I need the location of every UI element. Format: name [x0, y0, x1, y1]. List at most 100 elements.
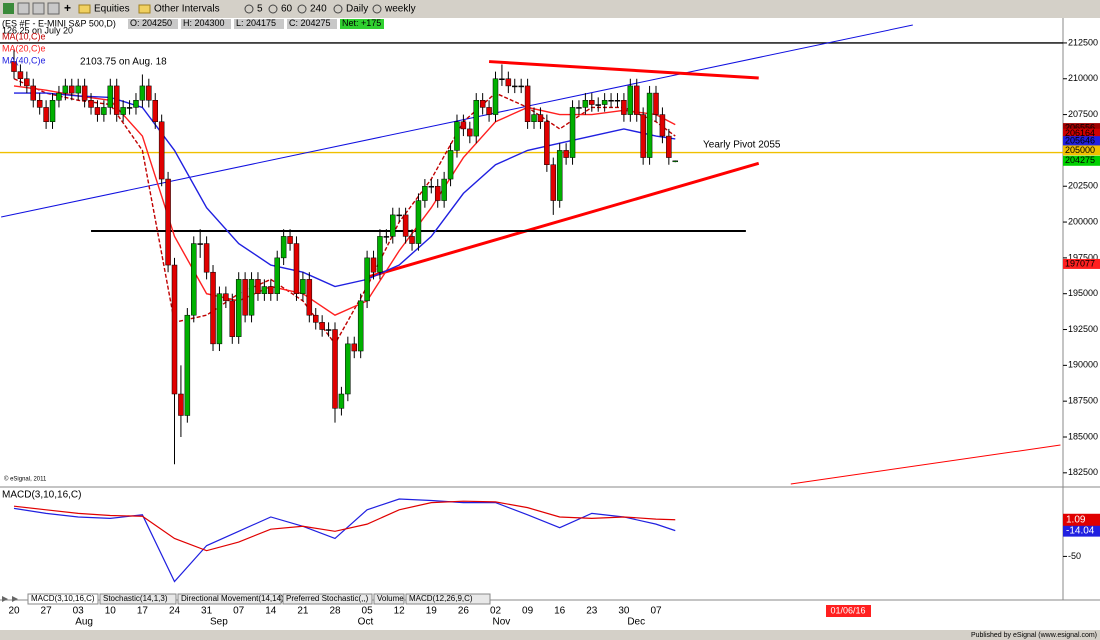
tab-label[interactable]: MACD(3,10,16,C) — [31, 594, 95, 603]
folder-icon — [138, 4, 151, 14]
icon[interactable] — [47, 2, 60, 15]
candle-body — [537, 114, 544, 122]
value-label: -14.04 — [1066, 525, 1095, 536]
candle-body — [633, 85, 640, 115]
copyright: © eSignal, 2011 — [4, 476, 47, 483]
tab[interactable] — [177, 593, 282, 605]
candle-body — [165, 178, 171, 266]
month-label: Sep — [210, 617, 228, 628]
tab[interactable] — [27, 593, 99, 605]
x-tick-label: 23 — [586, 606, 598, 617]
candle-body — [306, 279, 313, 316]
tab[interactable] — [373, 593, 405, 605]
candle-body — [544, 121, 550, 165]
tab-label[interactable]: Directional Movement(14,14) — [181, 594, 284, 603]
candle-body — [659, 114, 666, 137]
toolbar-item[interactable]: 5 — [257, 4, 263, 15]
candle-body — [646, 92, 653, 158]
price-label: 197077 — [1065, 258, 1095, 268]
x-tick-label: 03 — [73, 606, 85, 617]
icon — [372, 4, 382, 14]
candle-body — [255, 279, 261, 294]
x-tick-label: 26 — [458, 606, 470, 617]
y-tick-label: 182500 — [1068, 467, 1098, 477]
icon — [297, 4, 307, 14]
price-label-box — [1063, 145, 1100, 156]
icon[interactable] — [17, 2, 30, 15]
candle-body — [589, 100, 595, 105]
price-label: 205000 — [1065, 145, 1095, 155]
candle-body — [261, 286, 268, 294]
toolbar-item[interactable]: Daily — [346, 4, 368, 15]
candle-body — [69, 85, 75, 94]
x-tick-label: 20 — [8, 606, 20, 617]
icon — [244, 4, 254, 14]
macd-line — [13, 500, 676, 552]
candle-body — [614, 100, 621, 102]
quote-value: 204250 — [142, 18, 172, 28]
price-label-box — [1063, 123, 1100, 134]
toolbar-item[interactable]: Equities — [94, 4, 130, 15]
icon[interactable] — [32, 2, 45, 15]
icon[interactable] — [3, 3, 14, 14]
candle-body — [30, 85, 37, 101]
candle-body — [216, 293, 223, 345]
candle-body — [229, 300, 236, 337]
tab-label[interactable]: Volume — [377, 594, 404, 603]
tab[interactable] — [405, 593, 491, 605]
footer: Published by eSignal (www.esignal.com) — [971, 632, 1097, 639]
candle-body — [158, 121, 165, 180]
annotation: Yearly Pivot 2055 — [703, 140, 781, 151]
toolbar-item[interactable]: 60 — [281, 4, 293, 15]
y-tick-label: 212500 — [1068, 37, 1098, 47]
candle-body — [518, 85, 524, 88]
toolbar-item[interactable]: weekly — [384, 4, 416, 15]
month-label: Dec — [627, 617, 645, 628]
candle-body — [402, 214, 409, 237]
candle-body — [197, 243, 203, 245]
price-label-box — [1063, 128, 1100, 139]
candle-body — [396, 214, 402, 217]
candle-body — [203, 243, 210, 273]
tab-arrows[interactable] — [2, 596, 18, 602]
candle-body — [492, 78, 499, 115]
toolbar-item[interactable]: 240 — [310, 4, 327, 15]
x-tick-label: 02 — [490, 606, 502, 617]
candle-body — [608, 100, 614, 102]
y-tick-label: 185000 — [1068, 431, 1098, 441]
tab-label[interactable]: MACD(12,26,9,C) — [409, 594, 473, 603]
candle-body — [101, 107, 107, 115]
x-tick-label: 19 — [426, 606, 438, 617]
candle-body — [312, 314, 319, 323]
x-tick-label: 07 — [233, 606, 245, 617]
candle-body — [36, 100, 43, 108]
candle-body — [351, 343, 358, 352]
candle-body — [274, 257, 280, 294]
price-label-box — [1063, 155, 1100, 166]
tab-label[interactable]: Preferred Stochastic(,,) — [286, 594, 369, 603]
quote: O: 204250 — [130, 18, 172, 28]
value-label: 1.09 — [1066, 514, 1086, 525]
x-tick-label: 16 — [554, 606, 566, 617]
icon[interactable]: + — [64, 1, 71, 15]
quote: H: 204300 — [183, 18, 225, 28]
tab-label[interactable]: Stochastic(14,1,3) — [103, 594, 168, 603]
y-tick-label: 190000 — [1068, 360, 1098, 370]
candle-body — [460, 121, 467, 130]
candle-body — [531, 114, 537, 122]
candle-body — [390, 214, 396, 237]
quote-label: C: — [289, 18, 298, 28]
toolbar-item[interactable]: Other Intervals — [154, 4, 220, 15]
candle-body — [11, 61, 17, 72]
candle-body — [235, 279, 242, 337]
candle-body — [94, 107, 101, 115]
quote-value: 204300 — [195, 18, 225, 28]
status-bar — [0, 630, 1100, 640]
panel-title: MACD(3,10,16,C) — [2, 490, 81, 501]
x-tick-label: 12 — [394, 606, 406, 617]
candle-body — [582, 100, 589, 108]
quote: L: 204175 — [236, 18, 276, 28]
annotation: 2103.75 on Aug. 18 — [80, 57, 167, 68]
tab[interactable] — [282, 593, 373, 605]
tab[interactable] — [99, 593, 177, 605]
